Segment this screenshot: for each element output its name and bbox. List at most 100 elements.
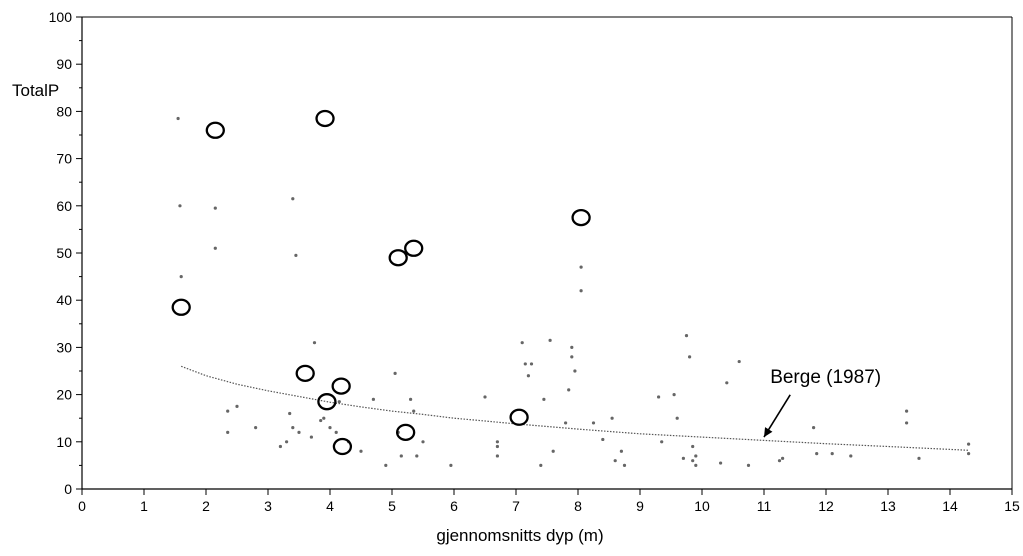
small-point [328,426,332,430]
x-tick-label: 10 [694,498,710,514]
small-point [294,253,298,257]
small-point [691,459,695,463]
small-point [421,440,425,444]
small-point [684,334,689,338]
small-point [235,404,239,408]
small-point [781,456,785,460]
circled-point [509,408,529,426]
circled-point [315,109,335,128]
small-point [254,426,258,430]
small-point [213,206,217,210]
y-tick-label: 50 [56,245,72,261]
x-tick-label: 5 [388,498,396,514]
y-tick-label: 60 [56,198,72,214]
circled-point [395,423,416,442]
circled-points-series [171,109,591,456]
circled-point [332,437,353,456]
small-point [610,416,614,420]
small-point [291,426,295,430]
small-point [179,275,183,279]
small-point [657,395,661,399]
y-tick-label: 90 [56,56,72,72]
small-point [619,449,624,453]
small-point [967,452,971,456]
y-axis-title: TotalP [12,81,59,100]
small-point [622,463,627,467]
annotation-label: Berge (1987) [770,367,881,388]
small-point [967,442,971,446]
small-point [297,430,301,434]
small-point [322,416,326,420]
x-tick-label: 1 [140,498,148,514]
small-point [495,440,499,444]
y-tick-label: 80 [56,103,72,119]
small-point [917,456,921,460]
x-axis-ticks: 0 1 2 3 4 5 6 7 8 9 10 11 12 13 14 15 [78,489,1020,514]
x-tick-label: 11 [757,498,772,514]
annotation-arrowhead [764,427,773,438]
small-point [288,411,292,416]
small-point [337,400,341,404]
small-point [719,461,723,465]
small-point [573,369,577,373]
small-point [737,359,741,364]
small-point [725,381,729,385]
small-point [601,437,605,442]
small-point [449,463,453,467]
small-point [278,444,282,449]
circled-point [295,364,315,383]
y-tick-label: 70 [56,151,72,167]
small-point [384,463,388,467]
x-tick-label: 7 [512,498,520,514]
small-point [393,371,397,375]
x-tick-label: 4 [326,498,334,514]
small-point [849,454,853,458]
small-point [675,416,679,420]
y-tick-label: 10 [56,434,72,450]
circled-point [571,208,591,227]
x-axis-title: gjennomsnitts dyp (m) [436,526,603,545]
x-tick-label: 8 [574,498,582,514]
circled-point [171,298,191,316]
small-point [551,449,555,453]
small-point [905,421,909,425]
small-point [520,341,524,345]
plot-frame [81,16,1013,490]
small-point [226,409,230,413]
small-point [672,393,676,397]
x-tick-label: 12 [818,498,834,514]
small-point [412,409,416,413]
small-points-series [176,116,971,467]
small-point [815,452,819,456]
small-point [564,421,568,425]
small-point [213,246,217,250]
small-point [539,463,543,467]
x-tick-label: 14 [942,498,958,514]
y-tick-label: 30 [56,339,72,355]
circled-point [205,121,225,139]
small-point [694,454,698,458]
small-point [415,454,419,458]
y-axis-ticks: 0 10 20 30 40 50 60 70 80 90 100 [49,9,82,497]
small-point [905,409,909,413]
x-tick-label: 6 [450,498,458,514]
small-point [334,430,338,434]
circled-point [317,393,337,411]
x-tick-label: 2 [202,498,210,514]
small-point [830,452,834,456]
small-point [579,265,583,269]
y-tick-label: 20 [56,387,72,403]
x-tick-label: 13 [880,498,896,514]
small-point [176,116,180,121]
berge-trend-series [180,365,969,451]
small-point [567,388,571,392]
y-tick-label: 40 [56,292,72,308]
small-point [359,449,363,453]
small-point [579,289,583,293]
small-point [691,444,695,449]
small-point [399,454,403,458]
x-tick-label: 15 [1004,498,1020,514]
small-point [570,355,574,359]
small-point [409,397,413,401]
small-point [178,204,182,208]
